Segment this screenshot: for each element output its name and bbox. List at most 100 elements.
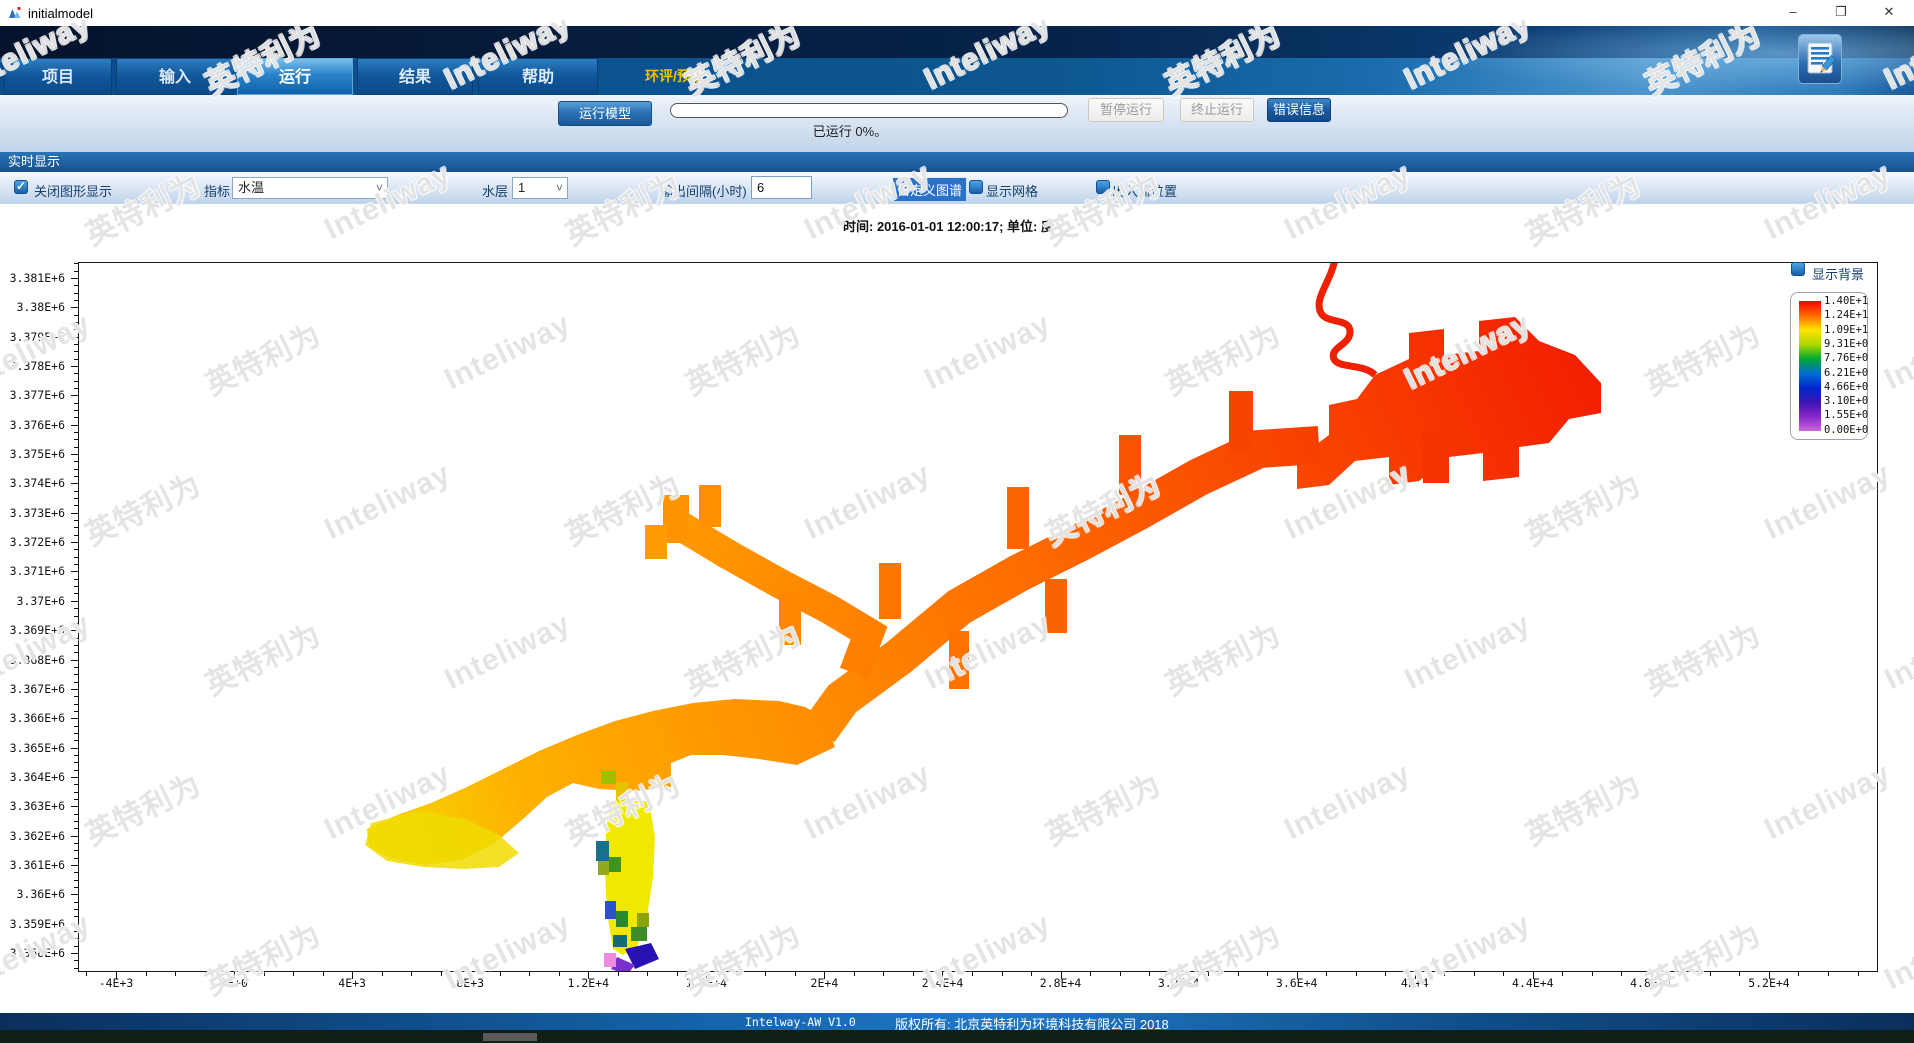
progress-bar	[670, 103, 1068, 118]
colorbar-value: 1.55E+0	[1824, 409, 1869, 422]
y-tick-major	[71, 512, 78, 514]
y-tick-major	[71, 747, 78, 749]
indicator-select[interactable]: 水温	[232, 177, 388, 199]
y-tick-major	[71, 395, 78, 397]
close-graph-label: 关闭图形显示	[34, 184, 113, 199]
tail-strip	[605, 801, 655, 955]
time-label: 时间: 2016-01-01 12:00:17; 单位: 度	[843, 219, 1054, 234]
colorbar-value: 0.00E+0	[1824, 423, 1869, 436]
y-axis-label: 3.362E+6	[9, 828, 65, 843]
tail-speck-teal	[596, 841, 609, 861]
y-axis-label: 3.369E+6	[9, 623, 65, 638]
y-tick-major	[71, 688, 78, 690]
tab-result[interactable]: 结果	[357, 58, 473, 95]
output-interval-input[interactable]: 6	[751, 176, 812, 199]
layer-select[interactable]: 1	[512, 177, 568, 199]
restore-button[interactable]: ❐	[1835, 4, 1847, 19]
copyright-text: 版权所有: 北京英特利为环境科技有限公司 2018	[895, 1017, 1169, 1032]
close-graph-checkbox[interactable]	[14, 179, 28, 194]
colorbar-value: 4.66E+0	[1824, 380, 1869, 393]
realtime-section-header: 实时显示	[0, 152, 1914, 172]
y-tick-major	[71, 600, 78, 602]
tab-help[interactable]: 帮助	[478, 58, 598, 95]
heatmap-svg	[365, 263, 1601, 971]
tail-tip-purple	[611, 957, 635, 971]
x-axis-label: 4E+4	[1400, 976, 1429, 990]
y-tick-major	[71, 454, 78, 456]
tail-speck-green	[609, 857, 621, 872]
plot-canvas[interactable]	[78, 262, 1878, 972]
channel-finger	[1229, 391, 1253, 453]
y-tick-major	[71, 864, 78, 866]
x-axis-label: 2E+4	[810, 976, 839, 990]
y-tick-major	[71, 307, 78, 309]
bottom-edge-strip	[0, 1030, 1914, 1043]
tab-input[interactable]: 输入	[116, 58, 234, 95]
y-tick-major	[71, 336, 78, 338]
show-background-checkbox[interactable]	[1791, 262, 1805, 276]
pause-run-button[interactable]: 暂停运行	[1088, 98, 1164, 122]
y-tick-major	[71, 542, 78, 544]
title-bar: initialmodel – ❐ ✕	[0, 0, 1914, 26]
channel-finger	[949, 631, 969, 689]
y-axis-label: 3.366E+6	[9, 711, 65, 726]
y-axis-label: 3.377E+6	[9, 388, 65, 403]
tab-run[interactable]: 运行	[237, 58, 353, 95]
y-axis-label: 3.376E+6	[9, 417, 65, 432]
y-axis-label: 3.36E+6	[16, 887, 65, 902]
x-axis-label: 3.2E+4	[1157, 976, 1200, 990]
ribbon-tab-bar: 项目 输入 运行 结果 帮助	[0, 58, 1914, 95]
stop-run-button[interactable]: 终止运行	[1180, 98, 1254, 122]
y-axis-labels: 3.381E+6 3.38E+6 3.379E+6 3.378E+6 3.377E+6 3…	[0, 262, 71, 972]
branch-finger	[699, 485, 721, 527]
x-axis-label: 8E+3	[456, 976, 485, 990]
colorbar-value: 1.40E+1	[1824, 295, 1869, 307]
y-tick-major	[71, 278, 78, 279]
colorbar-values: 1.40E+1 1.24E+1 1.09E+1 9.31E+0 7.76E+0 6.21E…	[1824, 293, 1868, 441]
tail-speck-blue	[605, 901, 616, 919]
show-grid-label: 显示网格	[986, 184, 1039, 199]
realtime-controls-row: 关闭图形显示 指标 水温 水层 1 输出间隔(小时) 6 自定义图谱 显示网格 …	[0, 172, 1914, 204]
colorbar-value: 7.76E+0	[1824, 352, 1869, 365]
layer-label: 水层	[482, 184, 509, 199]
run-model-button[interactable]: 运行模型	[558, 101, 652, 126]
channel-finger	[1007, 487, 1029, 549]
document-edit-button[interactable]	[1798, 34, 1842, 84]
close-button[interactable]: ✕	[1883, 4, 1895, 19]
river-branch-arm	[671, 512, 888, 679]
tail-speck-teal	[613, 935, 627, 947]
progress-text: 已运行 0%。	[812, 124, 888, 139]
x-axis-label: 5.2E+4	[1748, 976, 1790, 990]
tab-eia-warning[interactable]: 环评/预警	[645, 68, 705, 84]
minimize-button[interactable]: –	[1789, 4, 1797, 19]
y-tick-major	[71, 571, 78, 573]
error-info-button[interactable]: 错误信息	[1267, 98, 1331, 122]
tail-speck-green	[616, 911, 628, 927]
tail-speck-olive	[637, 913, 649, 927]
lake-cell-green	[601, 771, 616, 784]
y-axis-label: 3.381E+6	[9, 271, 65, 285]
colorbar-value: 3.10E+0	[1824, 395, 1869, 408]
inout-flow-checkbox[interactable]	[1096, 180, 1110, 194]
document-pencil-icon	[1807, 42, 1837, 74]
custom-spectrum-button[interactable]: 自定义图谱	[891, 177, 968, 202]
app-version-text: Intelway-AW V1.0	[745, 1015, 856, 1029]
colorbar-value: 1.24E+1	[1824, 309, 1869, 322]
tail-tip-navy	[625, 943, 659, 969]
app-icon	[7, 5, 23, 21]
window-title: initialmodel	[28, 6, 94, 21]
x-axis-label: 4E+3	[338, 976, 366, 990]
y-tick-major	[71, 630, 78, 632]
x-axis-label: 2.4E+4	[921, 976, 964, 990]
branch-finger	[779, 593, 801, 645]
y-axis-label: 3.37E+6	[16, 593, 65, 608]
y-axis-label: 3.374E+6	[9, 476, 65, 491]
branch-finger	[663, 495, 689, 543]
x-axis-label: 2.8E+4	[1039, 976, 1082, 990]
show-grid-checkbox[interactable]	[969, 180, 983, 194]
y-tick-major	[71, 835, 78, 837]
tab-project[interactable]: 项目	[4, 58, 112, 95]
y-axis-label: 3.368E+6	[9, 652, 65, 667]
y-tick-major	[71, 806, 78, 808]
y-axis-label: 3.364E+6	[9, 769, 65, 784]
